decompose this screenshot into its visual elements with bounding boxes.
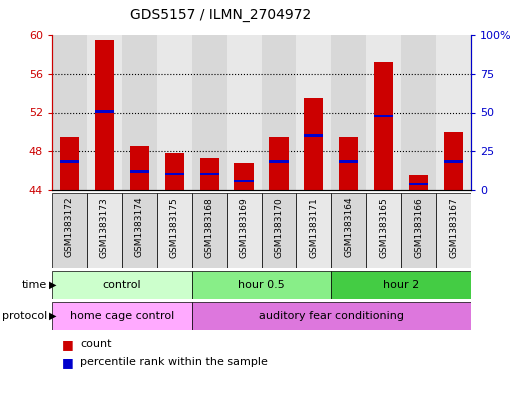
Bar: [444, 160, 463, 163]
Bar: [200, 158, 219, 190]
Bar: [339, 137, 359, 190]
Text: GSM1383174: GSM1383174: [135, 197, 144, 257]
Bar: [52, 35, 87, 190]
Bar: [436, 193, 471, 268]
Bar: [130, 147, 149, 190]
Bar: [374, 62, 393, 190]
Bar: [444, 132, 463, 190]
Text: control: control: [103, 280, 141, 290]
Bar: [87, 35, 122, 190]
Bar: [192, 271, 331, 299]
Text: auditory fear conditioning: auditory fear conditioning: [259, 311, 404, 321]
Bar: [52, 193, 87, 268]
Bar: [200, 173, 219, 175]
Bar: [122, 35, 157, 190]
Bar: [122, 193, 157, 268]
Text: home cage control: home cage control: [70, 311, 174, 321]
Bar: [192, 193, 227, 268]
Text: GSM1383164: GSM1383164: [344, 197, 353, 257]
Bar: [227, 35, 262, 190]
Bar: [165, 173, 184, 175]
Bar: [297, 193, 331, 268]
Bar: [52, 271, 192, 299]
Text: hour 2: hour 2: [383, 280, 419, 290]
Bar: [87, 193, 122, 268]
Bar: [401, 193, 436, 268]
Text: GSM1383165: GSM1383165: [379, 197, 388, 257]
Bar: [192, 35, 227, 190]
Bar: [331, 193, 366, 268]
Text: GSM1383169: GSM1383169: [240, 197, 248, 257]
Bar: [262, 35, 297, 190]
Text: GSM1383167: GSM1383167: [449, 197, 458, 257]
Text: GSM1383173: GSM1383173: [100, 197, 109, 257]
Bar: [234, 163, 253, 190]
Bar: [409, 175, 428, 190]
Bar: [60, 160, 79, 163]
Text: GSM1383172: GSM1383172: [65, 197, 74, 257]
Bar: [436, 35, 471, 190]
Text: hour 0.5: hour 0.5: [238, 280, 285, 290]
Bar: [165, 153, 184, 190]
Bar: [95, 110, 114, 112]
Text: count: count: [80, 340, 112, 349]
Bar: [157, 193, 192, 268]
Text: GSM1383166: GSM1383166: [414, 197, 423, 257]
Text: GSM1383171: GSM1383171: [309, 197, 319, 257]
Bar: [234, 180, 253, 182]
Bar: [95, 40, 114, 190]
Bar: [331, 35, 366, 190]
Bar: [366, 35, 401, 190]
Bar: [192, 302, 471, 330]
Text: ■: ■: [62, 356, 74, 369]
Bar: [130, 170, 149, 173]
Bar: [227, 193, 262, 268]
Bar: [52, 302, 192, 330]
Text: percentile rank within the sample: percentile rank within the sample: [80, 357, 268, 367]
Bar: [409, 183, 428, 185]
Text: time: time: [22, 280, 47, 290]
Bar: [304, 134, 324, 137]
Text: ▶: ▶: [49, 311, 57, 321]
Bar: [262, 193, 297, 268]
Text: ■: ■: [62, 338, 74, 351]
Bar: [366, 193, 401, 268]
Text: GDS5157 / ILMN_2704972: GDS5157 / ILMN_2704972: [130, 7, 311, 22]
Bar: [401, 35, 436, 190]
Bar: [297, 35, 331, 190]
Text: ▶: ▶: [49, 280, 57, 290]
Text: protocol: protocol: [2, 311, 47, 321]
Text: GSM1383175: GSM1383175: [170, 197, 179, 257]
Text: GSM1383168: GSM1383168: [205, 197, 213, 257]
Bar: [374, 115, 393, 118]
Bar: [60, 137, 79, 190]
Bar: [157, 35, 192, 190]
Bar: [331, 271, 471, 299]
Text: GSM1383170: GSM1383170: [274, 197, 284, 257]
Bar: [304, 98, 324, 190]
Bar: [269, 137, 288, 190]
Bar: [339, 160, 359, 163]
Bar: [269, 160, 288, 163]
